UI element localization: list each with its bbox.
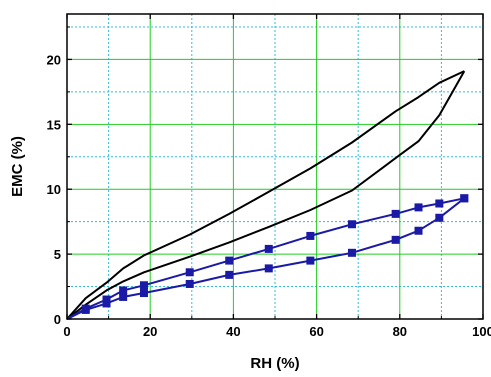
series-layer — [66, 70, 469, 320]
x-tick-label: 40 — [226, 324, 240, 339]
series-4-point — [306, 256, 315, 265]
x-tick-label: 60 — [309, 324, 323, 339]
y-tick-label: 0 — [54, 312, 61, 327]
series-3-point — [139, 281, 148, 290]
y-tick-label: 20 — [47, 52, 61, 67]
x-tick-label: 20 — [143, 324, 157, 339]
y-tick-label: 15 — [47, 117, 61, 132]
series-4-point — [139, 289, 148, 298]
y-tick-label: 10 — [47, 182, 61, 197]
axis-ticks — [66, 14, 484, 320]
x-axis-title: RH (%) — [250, 355, 299, 372]
series-3-point — [264, 244, 273, 253]
x-tick-label: 0 — [63, 324, 70, 339]
series-4-point — [347, 248, 356, 257]
series-4-point — [460, 194, 469, 203]
series-4-point — [391, 235, 400, 244]
series-4-point — [119, 292, 128, 301]
series-4-point — [435, 213, 444, 222]
minor-grid — [67, 14, 483, 319]
series-3-point — [225, 256, 234, 265]
x-tick-label: 80 — [393, 324, 407, 339]
series-4-point — [102, 299, 111, 308]
x-tick-label: 100 — [472, 324, 491, 339]
y-axis-title: EMC (%) — [9, 136, 26, 197]
series-3-point — [119, 286, 128, 295]
series-3-point — [391, 209, 400, 218]
series-3-point — [414, 203, 423, 212]
series-3-point — [435, 199, 444, 208]
series-3-point — [347, 220, 356, 229]
series-4-point — [225, 270, 234, 279]
series-4-point — [264, 264, 273, 273]
series-4-point — [81, 305, 90, 314]
series-1-line — [66, 70, 465, 320]
tick-labels: 0 20 40 60 80 100 0 5 10 15 20 — [47, 52, 491, 339]
series-1 — [66, 70, 465, 320]
major-grid — [67, 14, 483, 319]
series-4-point — [414, 226, 423, 235]
series-4-point — [185, 279, 194, 288]
series-3-point — [185, 268, 194, 277]
series-3 — [66, 194, 469, 320]
series-4 — [66, 194, 469, 320]
y-tick-label: 5 — [54, 247, 61, 262]
series-2-line — [66, 70, 466, 320]
series-2 — [66, 70, 466, 320]
series-3-point — [306, 231, 315, 240]
